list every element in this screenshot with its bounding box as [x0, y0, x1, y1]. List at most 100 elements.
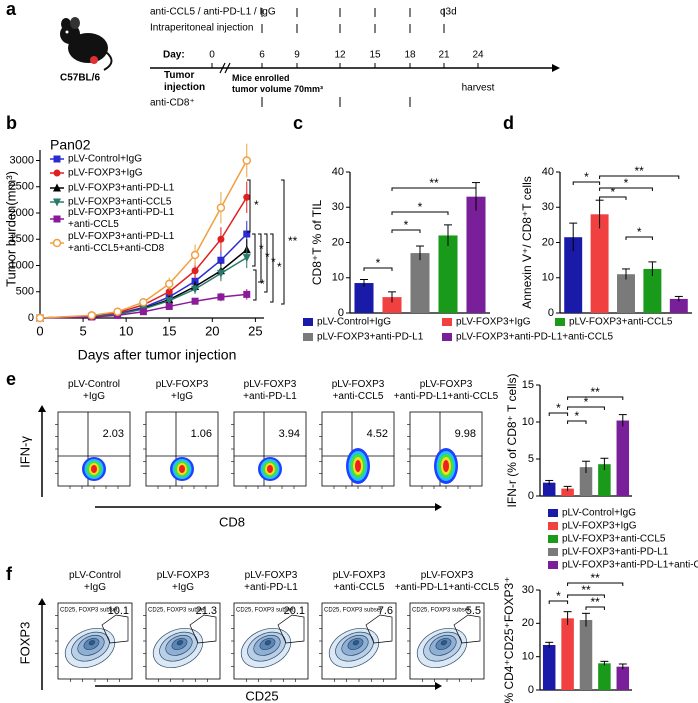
marker: [217, 235, 225, 243]
marker: [191, 267, 199, 275]
legend-label: pLV-Control+IgG: [317, 317, 391, 328]
significance-label: *: [574, 409, 579, 423]
significance-bracket: [599, 175, 680, 179]
significance-bracket: [599, 187, 653, 191]
bar: [669, 298, 688, 313]
marker: [243, 290, 251, 298]
legend-label: pLV-FOXP3+anti-PD-L1: [68, 183, 175, 194]
significance-bracket: [391, 229, 421, 233]
y-tick-label: 20: [522, 617, 534, 629]
significance-bracket: [567, 582, 624, 586]
significance-bracket: [625, 236, 653, 240]
enrollment-label: Mice enrolled tumor volume 70mm³: [232, 73, 324, 94]
bar: [598, 663, 611, 690]
bar: [616, 420, 630, 496]
day-number: 18: [404, 50, 416, 61]
series-line: [39, 293, 247, 319]
gate-percentage: 4.52: [367, 428, 388, 440]
y-tick-label: 30: [522, 584, 534, 596]
arrow-head: [435, 682, 442, 690]
legend-label: pLV-FOXP3+anti-PD-L1 +anti-CCL5+anti-CD8: [68, 231, 175, 254]
marker: [217, 293, 225, 301]
significance-label: **: [429, 176, 439, 190]
legend-label: pLV-FOXP3+anti-PD-L1+anti-CCL5: [456, 332, 614, 343]
y-axis-label: CD8⁺T % of TIL: [310, 200, 324, 286]
gate-percentage: 9.98: [455, 428, 476, 440]
legend-label: pLV-FOXP3+anti-CCL5: [68, 197, 172, 208]
gate-percentage: 10.1: [108, 605, 129, 617]
bar: [438, 235, 458, 313]
y-tick-label: 0: [338, 307, 344, 319]
marker: [243, 230, 251, 238]
significance-label: *: [418, 200, 423, 214]
legend-swatch: [303, 318, 313, 326]
flow-x-label: CD25: [245, 688, 278, 703]
significance-bracket: [548, 600, 569, 604]
flow-y-label: FOXP3: [17, 622, 32, 665]
gate-percentage: 7.6: [378, 605, 393, 617]
x-tick-label: 15: [162, 323, 176, 338]
y-axis-label: IFN-r (% of CD8⁺ T cells): [505, 374, 519, 508]
y-tick-label: 10: [332, 272, 344, 284]
legend-swatch: [303, 333, 313, 341]
marker: [87, 311, 96, 320]
y-tick-label: 1000: [10, 259, 34, 271]
y-tick-label: 30: [542, 201, 554, 213]
flow-title: pLV-FOXP3 +anti-CCL5: [331, 379, 385, 402]
day-number: 6: [259, 50, 265, 61]
significance-bracket: [567, 406, 605, 410]
legend-swatch: [442, 318, 452, 326]
legend-label: pLV-FOXP3+anti-PD-L1+anti-CCL5: [562, 560, 698, 571]
gate: [101, 614, 129, 644]
legend-marker: [53, 183, 61, 192]
bar: [617, 274, 635, 313]
legend-marker: [53, 155, 61, 163]
significance-bracket: [270, 233, 274, 303]
significance-bracket: [281, 179, 285, 305]
gate-percentage: 21.3: [196, 605, 217, 617]
gate-percentage: 1.06: [191, 428, 212, 440]
significance-bracket: [253, 269, 257, 301]
panel-label: f: [6, 564, 13, 584]
flow-title: pLV-FOXP3 +anti-CCL5: [332, 570, 386, 593]
bar: [542, 645, 556, 690]
legend-marker: [53, 198, 61, 207]
legend-label: pLV-FOXP3+anti-PD-L1 +anti-CCL5: [68, 207, 175, 230]
y-tick-label: 40: [332, 166, 344, 178]
panel-label: e: [6, 369, 16, 389]
marker: [190, 250, 200, 260]
y-tick-label: 1500: [10, 233, 34, 245]
marker: [216, 203, 226, 212]
significance-bracket: [258, 233, 262, 283]
day-number: 0: [209, 50, 215, 61]
axis-break: [224, 62, 231, 74]
significance-label: *: [376, 256, 381, 270]
bar: [542, 482, 556, 496]
x-tick-label: 5: [79, 323, 86, 338]
bar: [579, 467, 593, 496]
legend-label: pLV-FOXP3+IgG: [562, 521, 637, 532]
significance-label: *: [277, 260, 282, 274]
day-number: 24: [472, 50, 484, 61]
day-label: Day:: [163, 50, 185, 61]
legend-swatch: [548, 548, 558, 556]
significance-bracket: [567, 594, 605, 598]
panel-label: d: [503, 113, 514, 133]
legend-label: pLV-Control+IgG: [562, 508, 636, 519]
marker: [113, 307, 122, 316]
y-tick-label: 20: [332, 236, 344, 248]
gate: [277, 614, 305, 644]
legend-label: pLV-FOXP3+IgG: [456, 317, 531, 328]
legend-label: pLV-FOXP3+anti-CCL5: [569, 317, 673, 328]
significance-bracket: [252, 233, 256, 267]
arrow-head: [38, 598, 46, 605]
gate-name: CD25, FOXP3 subset: [236, 608, 294, 614]
significance-bracket: [391, 187, 477, 191]
marker: [217, 256, 225, 264]
bar: [354, 283, 374, 313]
y-axis-label: Annexin V⁺/ CD8⁺T cells: [520, 176, 534, 309]
marker: [242, 156, 252, 165]
significance-bracket: [567, 420, 587, 424]
legend-swatch: [548, 535, 558, 543]
